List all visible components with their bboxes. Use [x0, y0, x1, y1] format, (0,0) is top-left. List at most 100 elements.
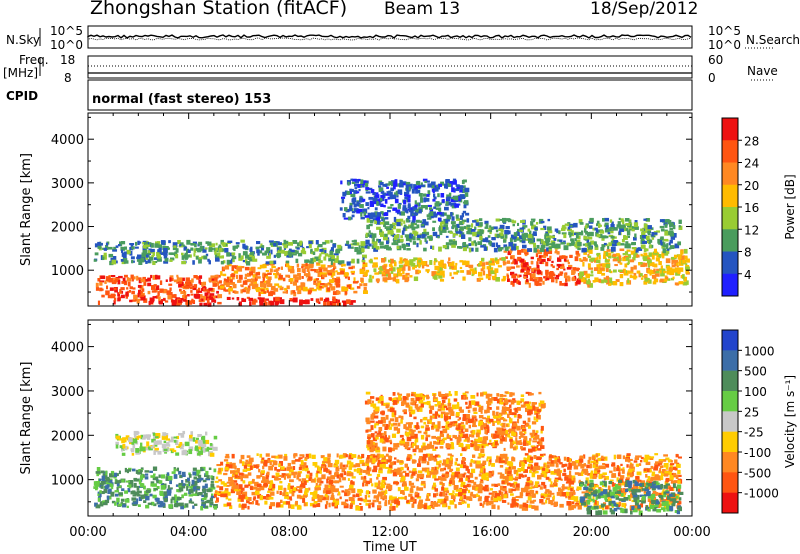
power-cell — [188, 283, 193, 287]
velocity-cell — [639, 503, 644, 508]
power-cell — [344, 207, 348, 212]
power-cell — [314, 282, 317, 286]
power-cell — [494, 257, 498, 262]
power-cell — [331, 271, 336, 276]
power-cell — [427, 183, 432, 188]
velocity-cell — [590, 472, 593, 477]
velocity-cell — [293, 453, 298, 457]
power-cell — [330, 286, 336, 291]
velocity-cell — [333, 464, 338, 468]
velocity-cell — [303, 503, 307, 507]
velocity-cell — [557, 458, 561, 463]
velocity-cell — [133, 477, 137, 482]
power-cell — [312, 288, 317, 292]
velocity-cell — [479, 481, 484, 484]
power-cell — [677, 254, 682, 259]
power-cell — [125, 291, 129, 297]
power-cell — [482, 270, 486, 276]
velocity-cell — [318, 483, 322, 486]
velocity-cell — [121, 479, 125, 483]
power-cell — [455, 184, 460, 187]
power-cell — [350, 178, 353, 181]
power-cell — [198, 241, 203, 246]
velocity-cell — [498, 457, 501, 460]
power-cell — [496, 260, 500, 265]
velocity-cell — [291, 504, 295, 509]
power-cell — [664, 230, 669, 236]
power-cell — [278, 253, 282, 258]
velocity-cell — [413, 453, 416, 456]
power-cell — [218, 280, 222, 284]
power-cell — [359, 195, 363, 199]
power-cell — [408, 183, 413, 189]
power-cell — [545, 238, 550, 244]
power-cell — [203, 302, 208, 307]
velocity-cell — [225, 484, 230, 487]
power-cell — [269, 300, 274, 304]
velocity-cell — [640, 480, 646, 484]
power-cell — [247, 256, 253, 260]
velocity-cell — [542, 467, 546, 471]
velocity-cell — [463, 461, 466, 465]
power-cell — [386, 227, 390, 231]
power-cell — [453, 233, 459, 236]
power-cell — [202, 285, 206, 288]
power-cell — [158, 246, 162, 250]
power-cell — [257, 267, 262, 270]
velocity-cell — [259, 495, 264, 501]
velocity-cell — [372, 469, 378, 473]
velocity-cell — [449, 500, 455, 505]
power-cell — [129, 251, 133, 256]
power-cell — [440, 212, 445, 217]
power-cell — [504, 234, 508, 239]
power-cell — [552, 265, 555, 269]
power-cell — [215, 257, 220, 262]
power-cell — [534, 277, 539, 280]
velocity-cell — [662, 469, 666, 474]
power-cell — [474, 219, 479, 223]
velocity-cell — [438, 476, 442, 481]
velocity-cell — [216, 485, 220, 488]
velocity-cell — [312, 462, 318, 466]
velocity-cell — [318, 495, 324, 499]
velocity-cell — [599, 473, 604, 479]
power-cell — [297, 289, 302, 295]
power-cell — [549, 255, 552, 260]
velocity-cell — [149, 470, 153, 473]
power-cell — [138, 279, 142, 284]
velocity-cell — [592, 475, 597, 479]
velocity-cell — [472, 494, 477, 498]
power-cell — [255, 272, 261, 276]
velocity-cell — [450, 495, 456, 499]
power-cell — [344, 273, 349, 276]
velocity-cell — [324, 504, 328, 509]
power-cell — [486, 240, 490, 243]
velocity-cell — [501, 480, 505, 484]
velocity-cell — [626, 453, 631, 457]
power-cell — [402, 270, 405, 275]
power-cell — [596, 229, 599, 233]
power-cell — [226, 296, 231, 300]
power-cell — [284, 240, 289, 245]
power-cell — [409, 275, 413, 278]
power-cell — [217, 294, 223, 299]
power-cell — [250, 280, 254, 286]
power-cell — [475, 222, 480, 226]
power-cell — [105, 290, 110, 296]
velocity-cell — [568, 462, 573, 468]
velocity-cell — [363, 499, 368, 503]
velocity-cell — [114, 502, 117, 506]
velocity-cell — [490, 496, 494, 501]
power-cell — [561, 283, 565, 286]
power-cell — [148, 252, 151, 256]
velocity-cell — [152, 483, 157, 487]
power-cell — [608, 256, 612, 259]
velocity-cell — [541, 481, 546, 486]
velocity-cell — [247, 464, 252, 467]
velocity-cell — [347, 470, 352, 475]
power-cell — [99, 288, 104, 291]
velocity-cell — [421, 457, 427, 461]
power-cell — [446, 196, 451, 201]
velocity-cell — [195, 469, 201, 474]
velocity-cell — [537, 474, 542, 480]
